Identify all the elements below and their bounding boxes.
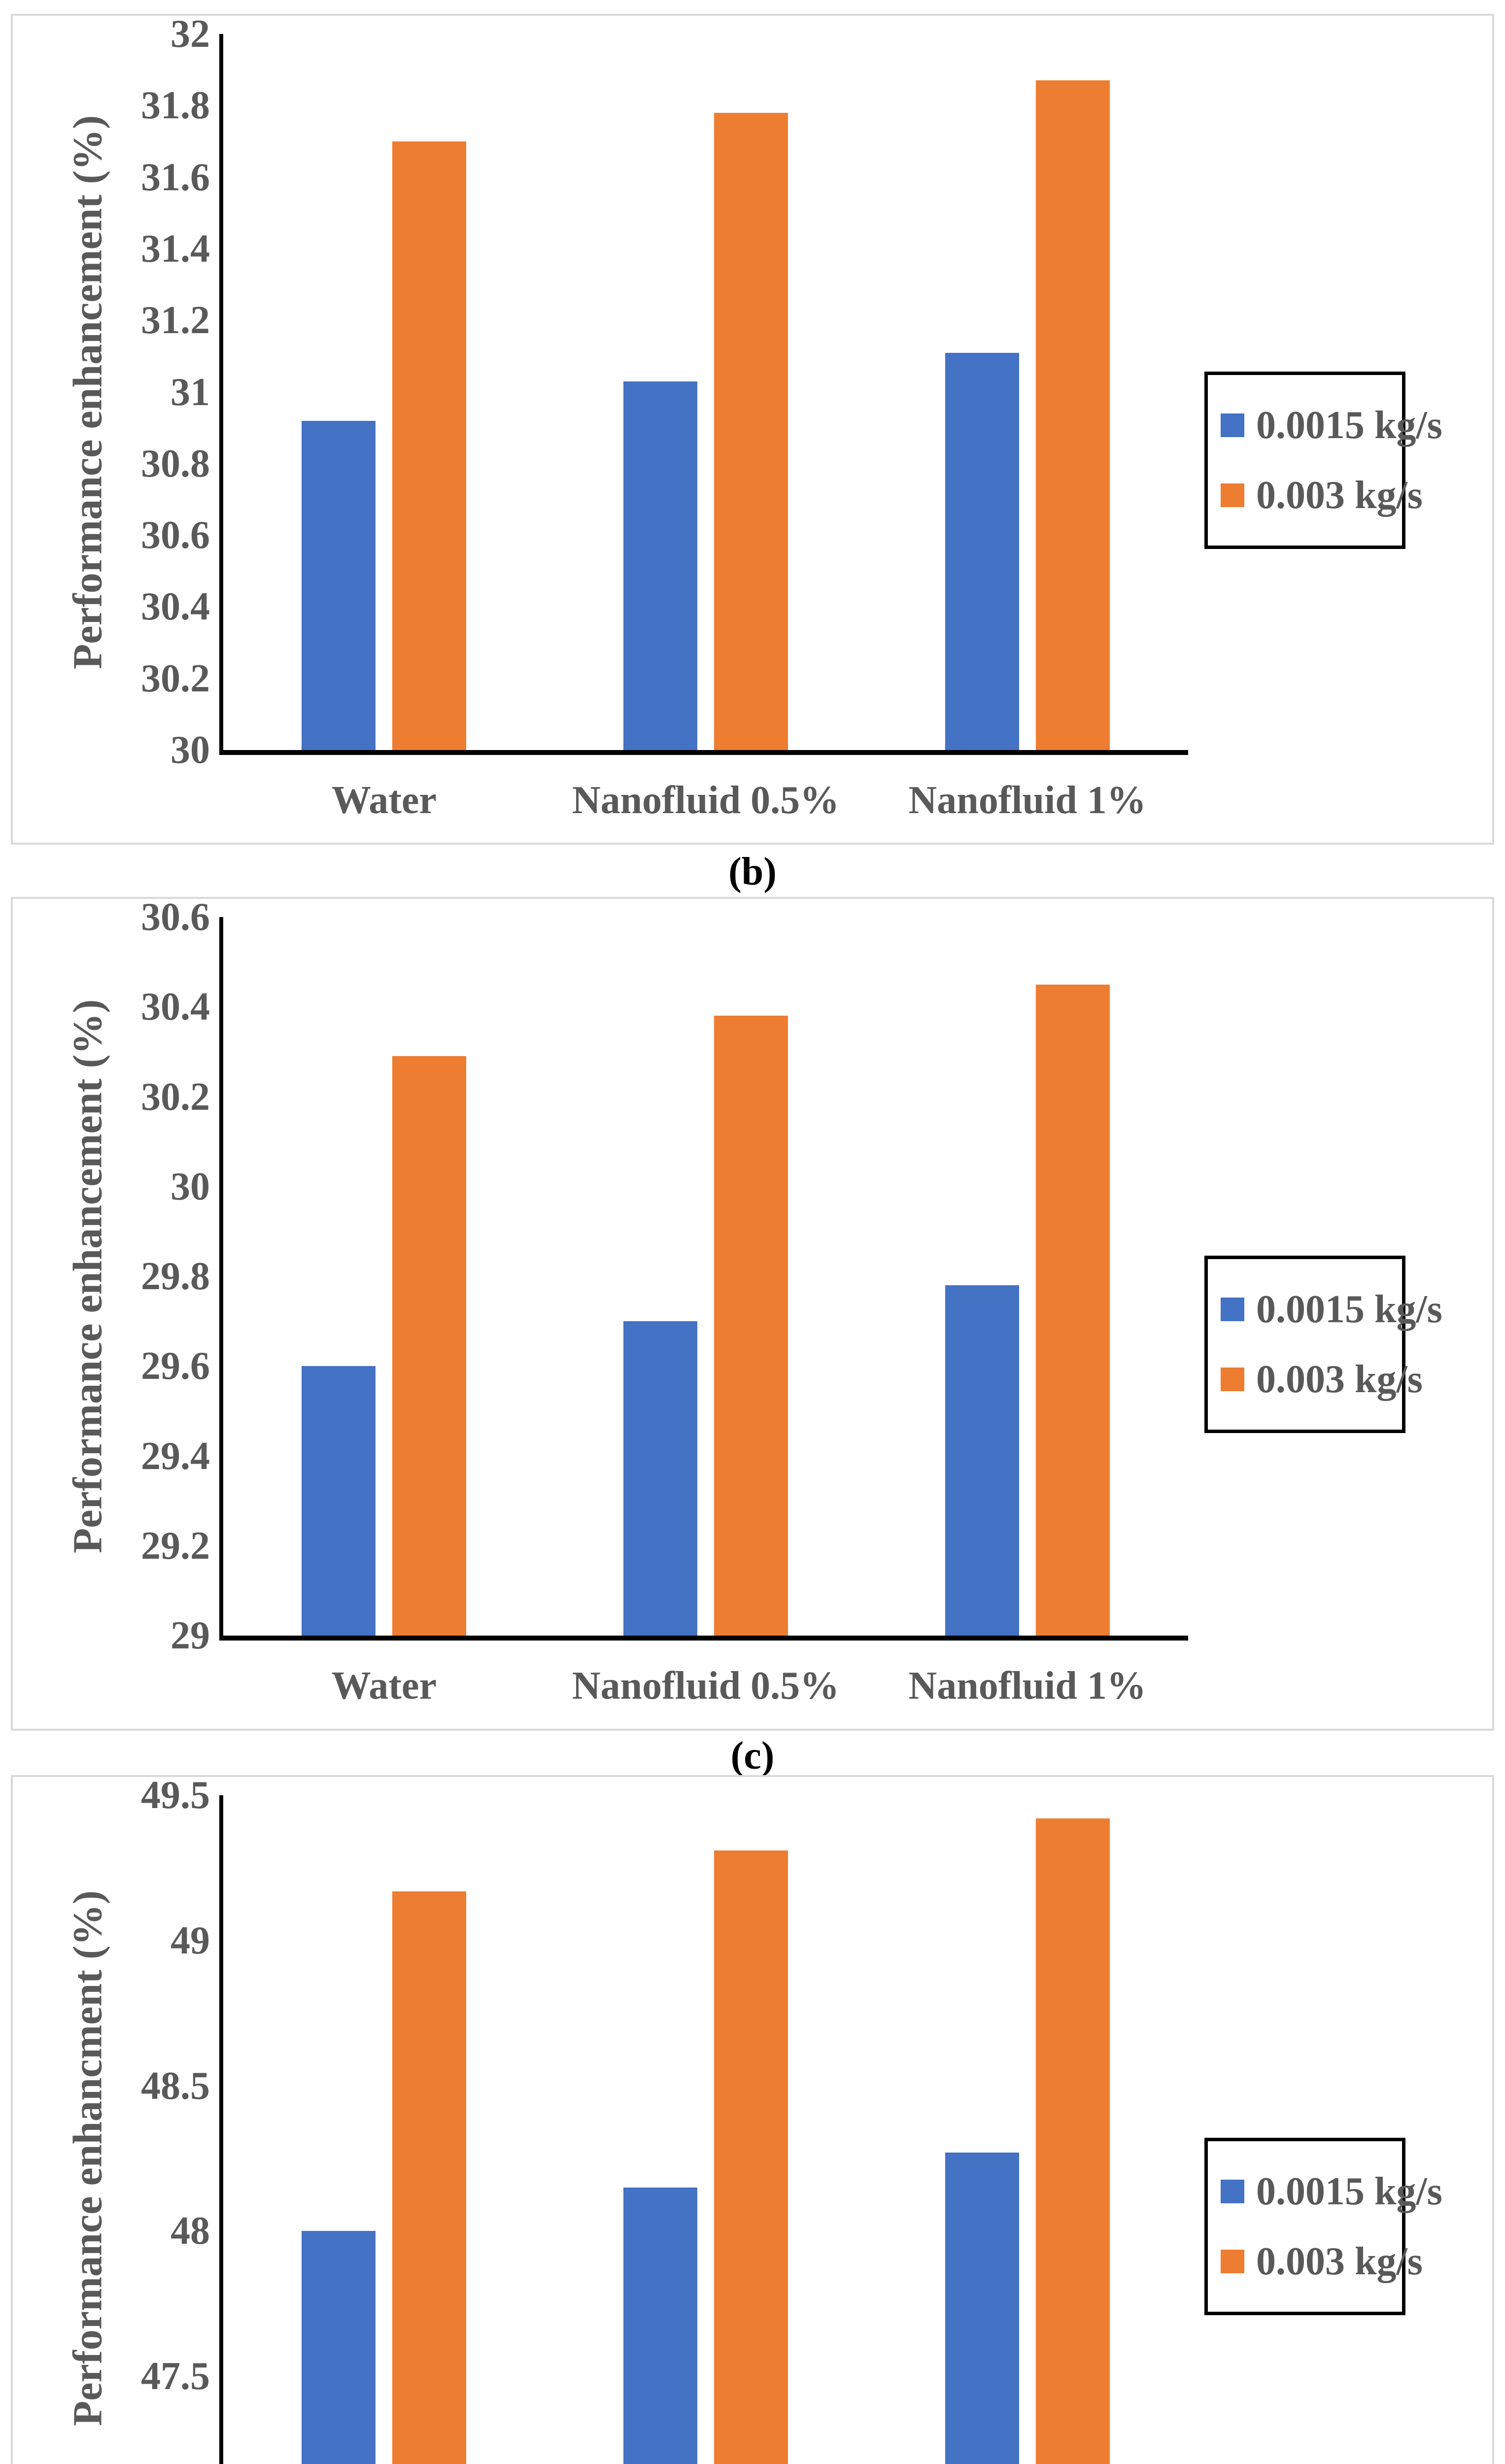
y-tick-label: 32 [171, 12, 210, 56]
y-tick-label: 30 [171, 728, 210, 772]
x-axis-line [219, 1636, 1188, 1641]
bar-nanofluid-1--0.003-kg-s [1036, 1818, 1110, 2464]
legend-label: 0.003 kg/s [1256, 2240, 1423, 2283]
plot-area [223, 917, 1188, 1636]
x-category-label: Nanofluid 0.5% [572, 779, 840, 822]
plot-area [223, 1795, 1188, 2464]
legend-item: 0.003 kg/s [1221, 476, 1423, 515]
bar-nanofluid-1--0.0015-kg-s [945, 2153, 1019, 2464]
legend-item: 0.003 kg/s [1221, 1360, 1423, 1399]
legend-swatch-blue [1221, 2180, 1244, 2203]
y-tick-label: 30.2 [141, 656, 210, 700]
legend-label: 0.0015 kg/s [1256, 404, 1442, 447]
bar-water-0.0015-kg-s [302, 421, 376, 750]
y-tick-label: 30.8 [141, 442, 210, 485]
bar-nanofluid-1--0.003-kg-s [1036, 80, 1110, 750]
y-tick-label: 31.4 [141, 227, 210, 271]
legend: 0.0015 kg/s 0.003 kg/s [1204, 372, 1442, 549]
y-tick-label: 31.6 [141, 155, 210, 199]
y-tick-label: 47.5 [141, 2355, 210, 2398]
x-category-label: Nanofluid 1% [908, 1664, 1146, 1708]
y-tick-label: 49 [171, 1918, 210, 1962]
y-tick-label: 30.2 [141, 1075, 210, 1119]
bar-nanofluid-0-5--0.0015-kg-s [623, 2188, 697, 2464]
x-category-label: Nanofluid 1% [908, 779, 1146, 822]
y-tick-label: 29.6 [141, 1344, 210, 1388]
legend-item: 0.0015 kg/s [1221, 406, 1442, 445]
y-tick-label: 30.4 [141, 585, 210, 629]
y-axis-line [219, 1795, 223, 2464]
y-tick-label: 48.5 [141, 2064, 210, 2108]
y-tick-label: 30 [171, 1164, 210, 1208]
x-category-label: Nanofluid 0.5% [572, 1664, 840, 1708]
legend-item: 0.003 kg/s [1221, 2242, 1423, 2281]
y-tick-label: 29.2 [141, 1524, 210, 1568]
x-category-label: Water [331, 1664, 437, 1708]
chart-panel-c: Performance enhancement (%) 30.6 30.4 30.2… [11, 897, 1494, 1731]
y-tick-label: 31 [171, 370, 210, 414]
legend-swatch-blue [1221, 1298, 1244, 1321]
legend-label: 0.0015 kg/s [1256, 2170, 1442, 2213]
legend: 0.0015 kg/s 0.003 kg/s [1204, 1256, 1442, 1433]
bar-nanofluid-0-5--0.0015-kg-s [623, 1321, 697, 1636]
legend-label: 0.003 kg/s [1256, 474, 1423, 517]
bar-nanofluid-0-5--0.0015-kg-s [623, 381, 697, 750]
bar-water-0.003-kg-s [392, 1056, 466, 1636]
y-tick-label: 31.8 [141, 84, 210, 128]
legend-swatch-blue [1221, 413, 1244, 437]
legend-label: 0.003 kg/s [1256, 1358, 1423, 1401]
legend-swatch-orange [1221, 1368, 1244, 1391]
chart-panel-d: Performance enhancment (%) 49.5 49 48.5 48 4… [11, 1775, 1494, 2464]
legend-item: 0.0015 kg/s [1221, 2172, 1442, 2211]
y-tick-label: 30.6 [141, 513, 210, 557]
bar-water-0.0015-kg-s [302, 1366, 376, 1636]
bar-nanofluid-1--0.0015-kg-s [945, 1285, 1019, 1636]
legend-label: 0.0015 kg/s [1256, 1288, 1442, 1331]
legend: 0.0015 kg/s 0.003 kg/s [1204, 2138, 1442, 2315]
plot-area [223, 34, 1188, 750]
y-tick-label: 48 [171, 2209, 210, 2253]
legend-swatch-orange [1221, 2250, 1244, 2273]
y-tick-label: 31.2 [141, 299, 210, 342]
y-tick-label: 29.8 [141, 1255, 210, 1298]
legend-item: 0.0015 kg/s [1221, 1290, 1442, 1329]
y-tick-label: 29 [171, 1614, 210, 1657]
y-tick-label: 30.6 [141, 895, 210, 939]
legend-swatch-orange [1221, 483, 1244, 507]
bar-water-0.003-kg-s [392, 141, 466, 750]
y-tick-label: 30.4 [141, 985, 210, 1029]
x-axis-line [219, 750, 1188, 755]
panel-caption-b: (b) [728, 850, 777, 893]
bar-nanofluid-0-5--0.003-kg-s [714, 1850, 788, 2464]
bar-nanofluid-1--0.0015-kg-s [945, 353, 1019, 750]
bar-water-0.003-kg-s [392, 1891, 466, 2464]
panel-caption-c: (c) [730, 1734, 775, 1778]
bar-nanofluid-1--0.003-kg-s [1036, 985, 1110, 1636]
y-tick-label: 29.4 [141, 1434, 210, 1478]
bar-nanofluid-0-5--0.003-kg-s [714, 113, 788, 750]
y-axis-line [219, 917, 223, 1641]
y-tick-label: 49.5 [141, 1774, 210, 1817]
bar-water-0.0015-kg-s [302, 2231, 376, 2464]
bar-nanofluid-0-5--0.003-kg-s [714, 1016, 788, 1636]
x-category-label: Water [331, 779, 437, 822]
chart-panel-b: Performance enhancement (%) 32 31.8 31.6 31… [11, 14, 1494, 845]
y-axis-line [219, 34, 223, 755]
